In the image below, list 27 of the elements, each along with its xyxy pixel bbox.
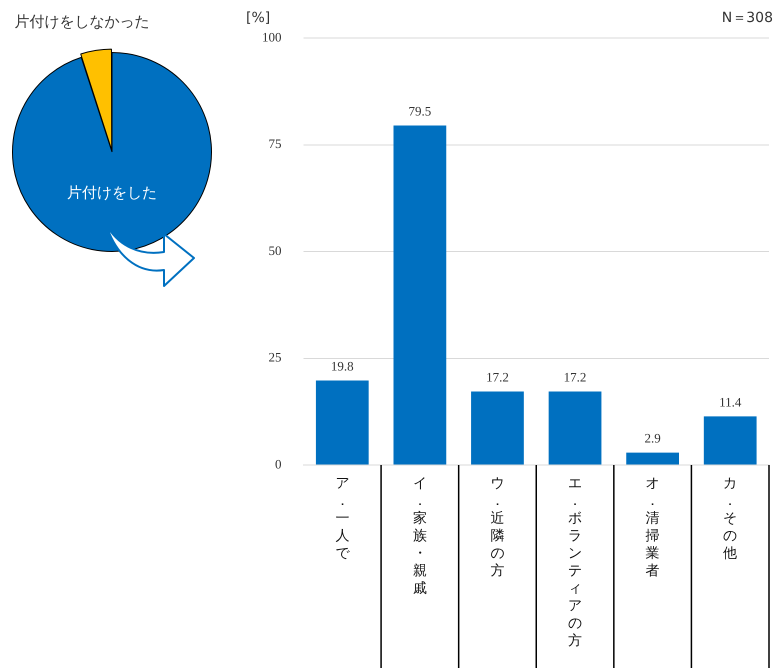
slice-label: 片付けをしなかった [14, 12, 150, 30]
bar [548, 392, 602, 464]
data-label: 2.9 [644, 430, 661, 446]
y-tick-label: 0 [275, 456, 282, 472]
x-tick-label: ウ．近隣の方 [490, 475, 504, 579]
y-axis-title: [%] [246, 10, 270, 26]
bar [471, 392, 524, 464]
category-label: エ．ボランティアの方 [568, 475, 582, 649]
bar [704, 416, 757, 464]
bar [316, 380, 369, 464]
x-tick-label: ア．一人で [335, 475, 350, 562]
data-label: 17.2 [486, 370, 509, 385]
slice-label: 片付けをした [67, 184, 157, 202]
data-label: 11.4 [719, 394, 742, 410]
y-tick-label: 50 [268, 242, 282, 258]
text: N＝308 [722, 10, 773, 26]
x-tick-label: オ．清掃業者 [646, 475, 660, 579]
x-tick-label: イ．家族・親戚 [412, 475, 427, 596]
x-tick-label: カ．その他 [723, 475, 738, 562]
data-label: 19.8 [330, 358, 354, 374]
data-label: 79.5 [408, 104, 432, 119]
data-label: 17.2 [564, 370, 586, 385]
bar [393, 126, 446, 464]
bar [626, 452, 680, 464]
y-tick-label: 75 [268, 136, 282, 152]
y-tick-label: 100 [262, 29, 282, 44]
y-tick-label: 25 [268, 350, 282, 365]
